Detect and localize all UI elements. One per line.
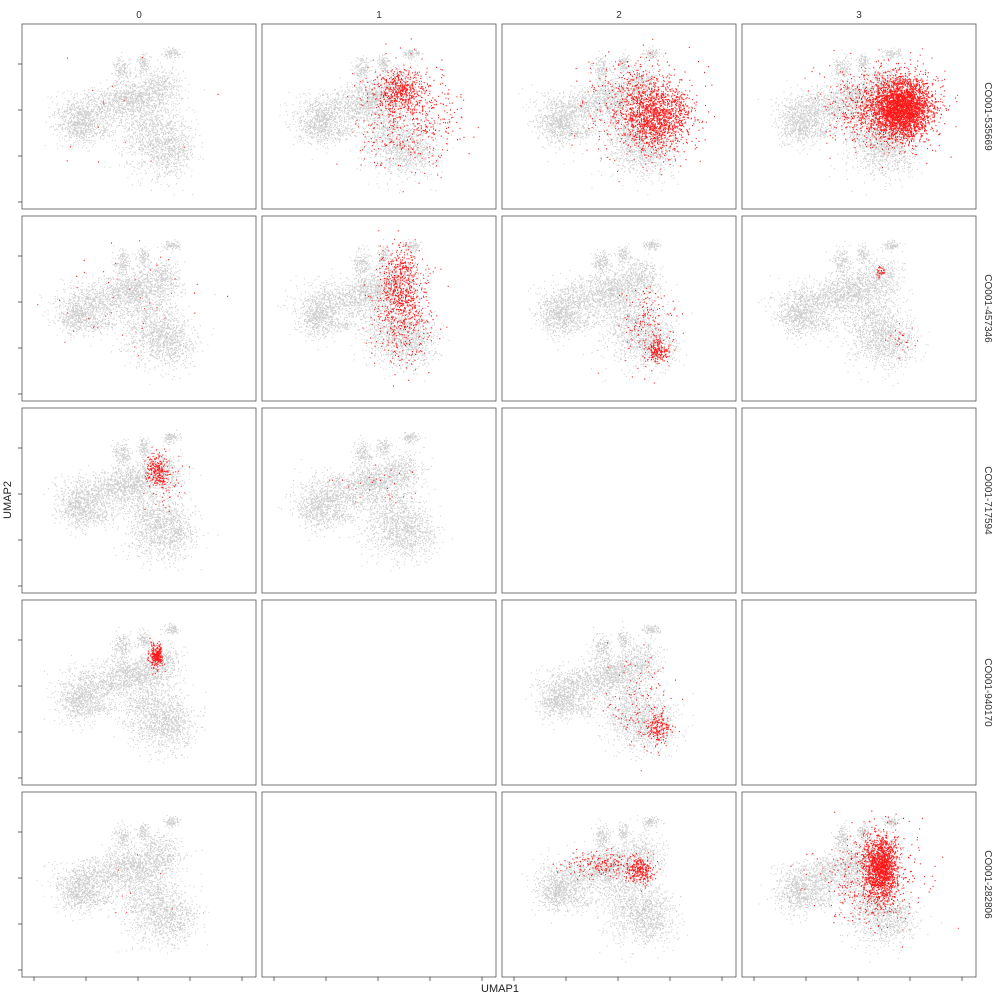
facet-panel-r3-c3 bbox=[741, 599, 977, 786]
facet-panel-r3-c0 bbox=[21, 599, 257, 786]
panel-frame bbox=[741, 599, 977, 786]
panel-frame bbox=[261, 407, 497, 594]
column-strip-label: 3 bbox=[856, 10, 862, 21]
background-points bbox=[758, 239, 930, 387]
highlight-points bbox=[329, 464, 416, 504]
panel-frame bbox=[261, 599, 497, 786]
highlight-points bbox=[790, 810, 959, 948]
panel-frame bbox=[741, 23, 977, 210]
facet-panel-r0-c0 bbox=[21, 23, 257, 210]
row-strip-label: CO001-457346 bbox=[982, 274, 993, 343]
highlight-points bbox=[552, 847, 661, 892]
facet-panel-r4-c2 bbox=[501, 791, 737, 978]
y-axis-title: UMAP2 bbox=[2, 481, 14, 519]
highlight-points bbox=[336, 38, 479, 193]
panel-frame bbox=[261, 791, 497, 978]
column-strip-label: 2 bbox=[616, 10, 622, 21]
highlight-points bbox=[362, 230, 449, 387]
facet-panel-r2-c0 bbox=[21, 407, 257, 594]
background-points bbox=[44, 46, 205, 196]
facet-panel-r0-c1 bbox=[261, 23, 497, 210]
row-strip-label: CO001-535669 bbox=[982, 82, 993, 151]
panel-frame bbox=[501, 407, 737, 594]
facet-panel-r4-c0 bbox=[21, 791, 257, 978]
facet-panel-r1-c2 bbox=[501, 215, 737, 402]
highlight-points bbox=[876, 265, 918, 359]
facet-panel-r3-c1 bbox=[261, 599, 497, 786]
background-points bbox=[277, 238, 450, 382]
panel-frame bbox=[501, 791, 737, 978]
facet-panel-r4-c1 bbox=[261, 791, 497, 978]
column-strip-label: 1 bbox=[376, 10, 382, 21]
row-strip-label: CO001-717594 bbox=[982, 466, 993, 535]
panel-frame bbox=[741, 407, 977, 594]
panel-frame bbox=[21, 599, 257, 786]
highlight-points bbox=[571, 38, 716, 183]
row-strip-label: CO001-940170 bbox=[982, 658, 993, 727]
facet-panel-r2-c1 bbox=[261, 407, 497, 594]
facet-panel-r2-c2 bbox=[501, 407, 737, 594]
background-points bbox=[528, 239, 693, 383]
background-points bbox=[278, 431, 453, 572]
background-points bbox=[39, 239, 216, 385]
panel-frame bbox=[261, 23, 497, 210]
facet-panel-r2-c3 bbox=[741, 407, 977, 594]
background-points bbox=[36, 815, 210, 954]
row-strip-label: CO001-282806 bbox=[982, 850, 993, 919]
highlight-points bbox=[143, 446, 190, 513]
x-axis-title: UMAP1 bbox=[481, 983, 519, 995]
highlight-points bbox=[115, 854, 173, 914]
facet-panel-r0-c3 bbox=[741, 23, 977, 210]
highlight-points bbox=[37, 240, 229, 357]
facet-panel-r1-c0 bbox=[21, 215, 257, 402]
highlight-points bbox=[597, 286, 684, 384]
highlight-points bbox=[147, 637, 166, 675]
highlight-points bbox=[66, 57, 219, 163]
highlight-points bbox=[804, 48, 959, 169]
column-strip-label: 0 bbox=[136, 10, 142, 21]
highlight-points bbox=[593, 642, 684, 772]
facet-panel-r4-c3 bbox=[741, 791, 977, 978]
panel-frame bbox=[21, 23, 257, 210]
facet-panel-r1-c3 bbox=[741, 215, 977, 402]
facet-panel-r3-c2 bbox=[501, 599, 737, 786]
facet-panel-r1-c1 bbox=[261, 215, 497, 402]
facet-panel-r0-c2 bbox=[501, 23, 737, 210]
